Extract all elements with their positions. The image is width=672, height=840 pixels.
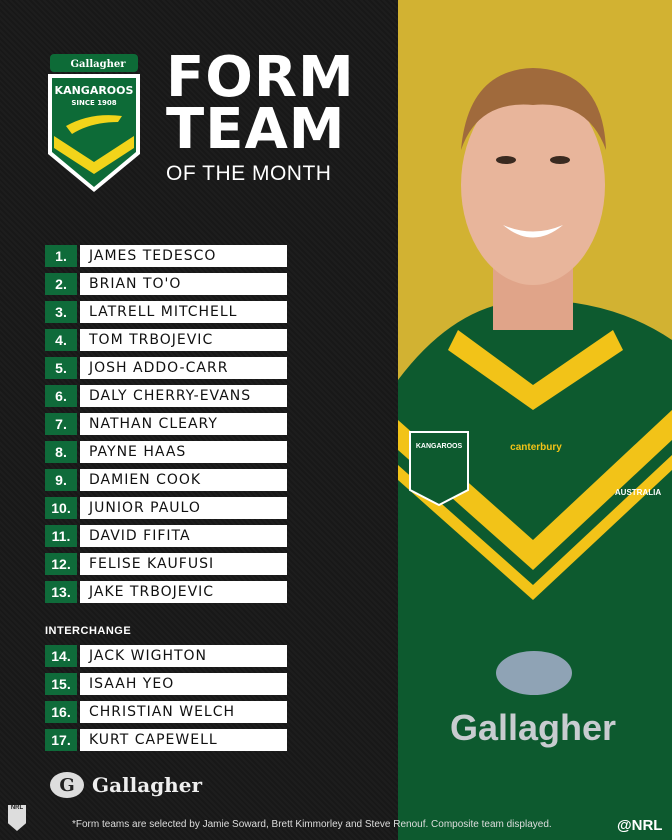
player-name: JAKE TRBOJEVIC: [80, 581, 287, 603]
player-row: 2. BRIAN TO'O: [45, 273, 287, 295]
player-number: 12.: [45, 553, 77, 575]
player-name: NATHAN CLEARY: [80, 413, 287, 435]
player-row: 11. DAVID FIFITA: [45, 525, 287, 547]
player-row: 14. JACK WIGHTON: [45, 645, 287, 667]
player-name: JAMES TEDESCO: [80, 245, 287, 267]
player-row: 15. ISAAH YEO: [45, 673, 287, 695]
player-row: 6. DALY CHERRY-EVANS: [45, 385, 287, 407]
player-number: 8.: [45, 441, 77, 463]
player-row: 16. CHRISTIAN WELCH: [45, 701, 287, 723]
player-row: 1. JAMES TEDESCO: [45, 245, 287, 267]
player-name: KURT CAPEWELL: [80, 729, 287, 751]
player-name: PAYNE HAAS: [80, 441, 287, 463]
svg-text:SINCE 1908: SINCE 1908: [71, 99, 116, 107]
svg-text:KANGAROOS: KANGAROOS: [55, 84, 134, 97]
player-number: 5.: [45, 357, 77, 379]
player-number: 3.: [45, 301, 77, 323]
player-name: DALY CHERRY-EVANS: [80, 385, 287, 407]
player-name: DAVID FIFITA: [80, 525, 287, 547]
nrl-logo: NRL: [8, 805, 26, 831]
player-row: 5. JOSH ADDO-CARR: [45, 357, 287, 379]
player-number: 1.: [45, 245, 77, 267]
gallagher-globe-icon: G: [50, 772, 84, 798]
player-number: 7.: [45, 413, 77, 435]
player-row: 9. DAMIEN COOK: [45, 469, 287, 491]
nrl-handle: @NRL: [617, 817, 663, 834]
player-number: 15.: [45, 673, 77, 695]
player-name: CHRISTIAN WELCH: [80, 701, 287, 723]
player-row: 12. FELISE KAUFUSI: [45, 553, 287, 575]
player-number: 4.: [45, 329, 77, 351]
jersey-sponsor: Gallagher: [450, 707, 616, 748]
player-name: ISAAH YEO: [80, 673, 287, 695]
player-number: 14.: [45, 645, 77, 667]
player-name: TOM TRBOJEVIC: [80, 329, 287, 351]
player-name: JUNIOR PAULO: [80, 497, 287, 519]
player-name: LATRELL MITCHELL: [80, 301, 287, 323]
player-row: 4. TOM TRBOJEVIC: [45, 329, 287, 351]
player-name: JOSH ADDO-CARR: [80, 357, 287, 379]
player-number: 6.: [45, 385, 77, 407]
player-row: 7. NATHAN CLEARY: [45, 413, 287, 435]
svg-text:Gallagher: Gallagher: [71, 59, 127, 70]
jersey-brand: canterbury: [510, 442, 562, 453]
kangaroos-crest-logo: Gallagher KANGAROOS SINCE 1908: [48, 54, 140, 192]
player-number: 11.: [45, 525, 77, 547]
player-number: 16.: [45, 701, 77, 723]
interchange-label: INTERCHANGE: [45, 625, 132, 637]
gallagher-wordmark: Gallagher: [92, 773, 202, 797]
player-row: 13. JAKE TRBOJEVIC: [45, 581, 287, 603]
player-number: 10.: [45, 497, 77, 519]
player-row: 17. KURT CAPEWELL: [45, 729, 287, 751]
title-form: FORM: [166, 45, 355, 110]
gallagher-logo: G Gallagher: [50, 772, 202, 798]
title-subtitle: OF THE MONTH: [166, 162, 332, 185]
player-number: 13.: [45, 581, 77, 603]
player-number: 2.: [45, 273, 77, 295]
player-name: DAMIEN COOK: [80, 469, 287, 491]
player-row: 3. LATRELL MITCHELL: [45, 301, 287, 323]
player-row: 10. JUNIOR PAULO: [45, 497, 287, 519]
player-number: 9.: [45, 469, 77, 491]
page-title: FORM TEAM OF THE MONTH: [166, 45, 355, 186]
player-name: FELISE KAUFUSI: [80, 553, 287, 575]
player-name: BRIAN TO'O: [80, 273, 287, 295]
jersey-badge: AUSTRALIA: [615, 488, 661, 497]
player-name: JACK WIGHTON: [80, 645, 287, 667]
player-row: 8. PAYNE HAAS: [45, 441, 287, 463]
title-team: TEAM: [166, 97, 346, 162]
player-number: 17.: [45, 729, 77, 751]
player-photo: Gallagher canterbury KANGAROOS AUSTRALIA: [398, 0, 672, 840]
jersey-crest: KANGAROOS: [416, 443, 463, 450]
footnote: *Form teams are selected by Jamie Soward…: [72, 819, 552, 830]
